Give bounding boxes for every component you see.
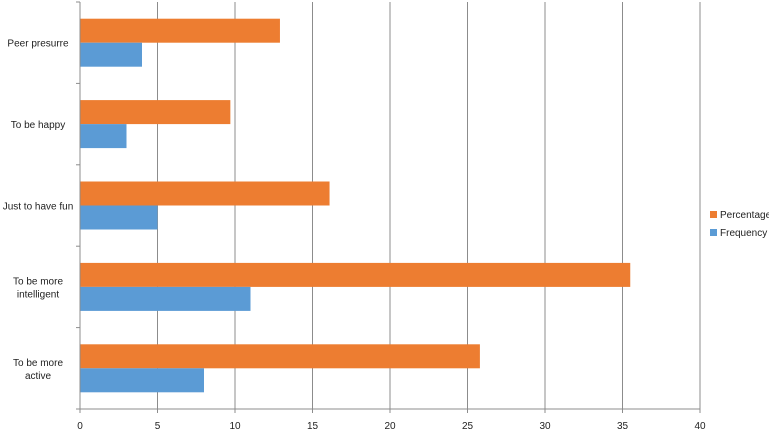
legend-swatch-percentage [710, 211, 717, 218]
x-tick-label-35: 35 [617, 421, 629, 430]
bar-percentage-peer-presurre [80, 18, 280, 43]
x-tick-label-30: 30 [539, 421, 551, 430]
x-tick-label-5: 5 [155, 421, 161, 430]
x-tick-label-20: 20 [384, 421, 396, 430]
legend-swatch-frequency [710, 229, 717, 236]
y-category-label-to-be-more-intelligent: To be more intelligent [13, 276, 63, 300]
x-tick-label-0: 0 [77, 421, 83, 430]
bar-frequency-to-be-happy [80, 124, 127, 149]
bar-percentage-to-be-happy [80, 100, 231, 125]
x-tick-label-15: 15 [307, 421, 319, 430]
y-category-label-to-be-more-active: To be more active [13, 358, 63, 382]
x-tick-label-25: 25 [462, 421, 474, 430]
x-tick-label-10: 10 [229, 421, 241, 430]
bar-frequency-to-be-more-active [80, 368, 204, 393]
y-category-label-just-to-have-fun: Just to have fun [3, 202, 74, 213]
bar-percentage-to-be-more-intelligent [80, 262, 631, 287]
bar-frequency-just-to-have-fun [80, 205, 158, 230]
bar-frequency-peer-presurre [80, 42, 142, 67]
bar-percentage-to-be-more-active [80, 344, 480, 369]
bar-percentage-just-to-have-fun [80, 181, 330, 206]
legend-label-percentage: Percentage [720, 210, 769, 221]
legend: Percentage Frequency [710, 210, 769, 239]
bar-frequency-to-be-more-intelligent [80, 286, 251, 311]
bars [80, 18, 631, 393]
legend-label-frequency: Frequency [720, 228, 767, 239]
axes: 0 5 10 15 20 25 30 35 40 To be more active To be mo… [3, 1, 706, 430]
y-category-label-to-be-happy: To be happy [11, 120, 66, 131]
x-tick-label-40: 40 [694, 421, 706, 430]
y-category-label-peer-presurre: Peer presurre [7, 39, 69, 50]
